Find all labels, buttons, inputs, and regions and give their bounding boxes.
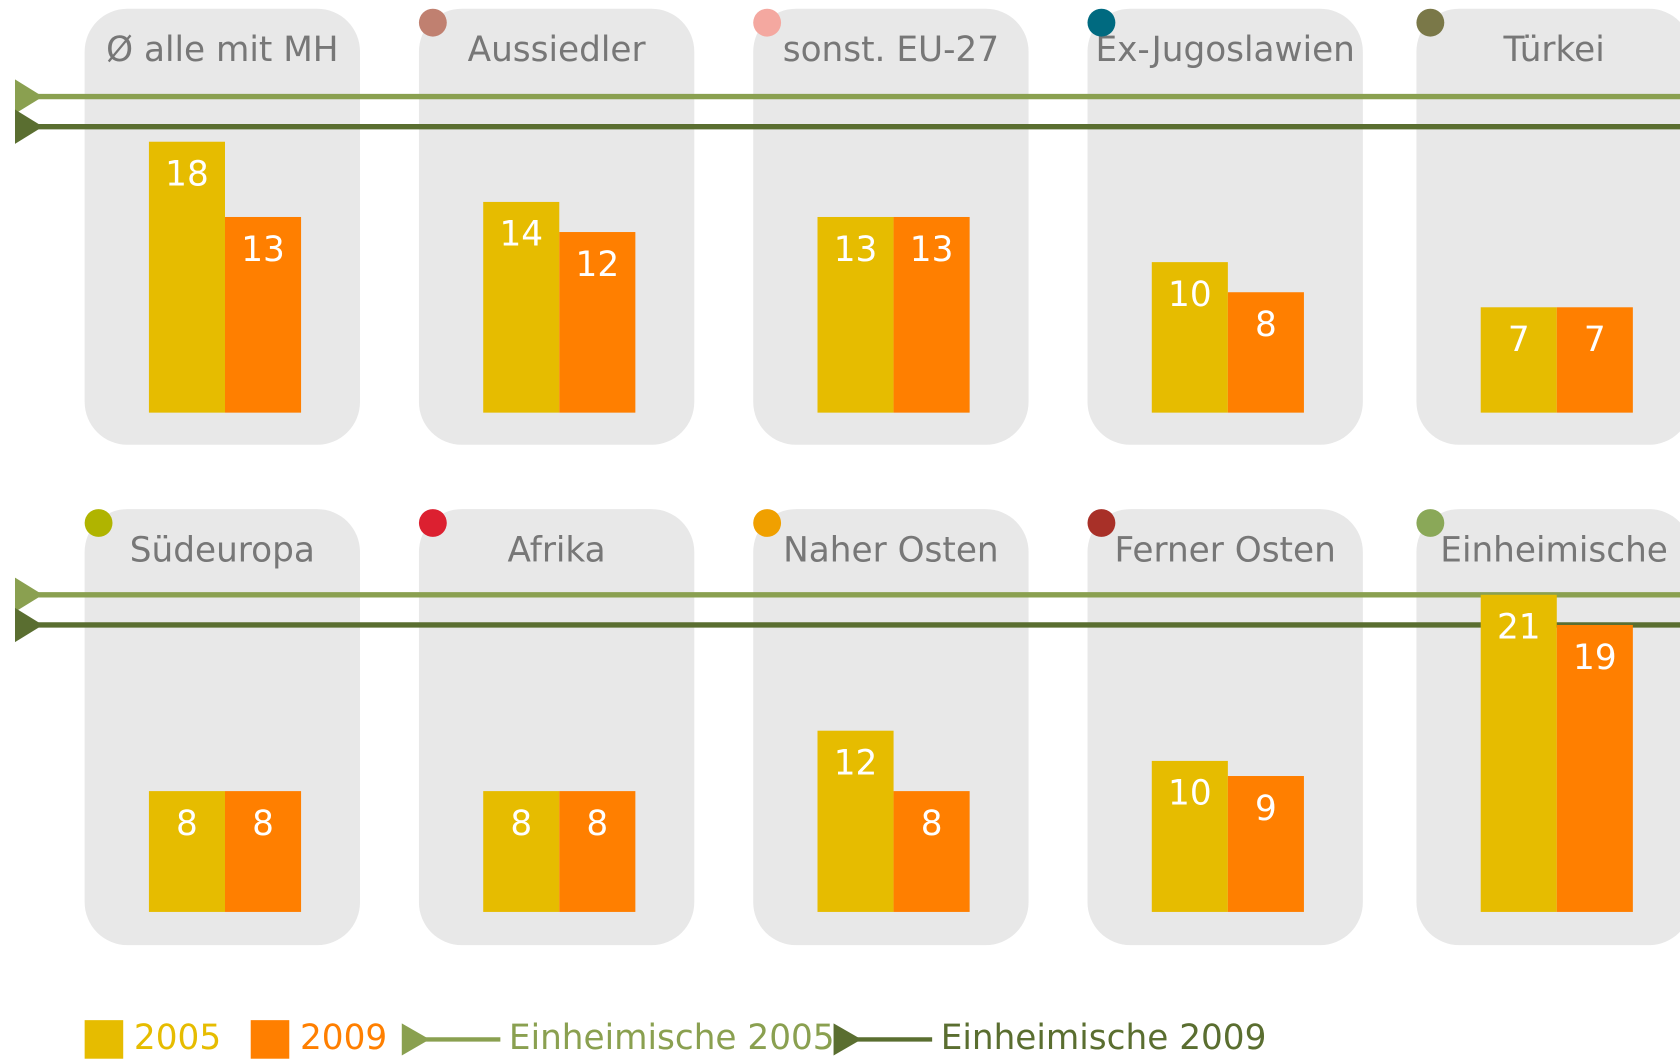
value-label: 13 bbox=[241, 230, 285, 270]
value-label: 7 bbox=[1508, 320, 1530, 360]
value-label: 12 bbox=[834, 743, 878, 783]
bar bbox=[483, 201, 560, 413]
panel-title: Afrika bbox=[508, 530, 606, 570]
value-label: 14 bbox=[499, 215, 543, 255]
panel-title: Ex-Jugoslawien bbox=[1095, 30, 1354, 70]
value-label: 12 bbox=[576, 245, 620, 285]
value-label: 13 bbox=[910, 230, 954, 270]
value-label: 8 bbox=[586, 804, 608, 844]
value-label: 8 bbox=[921, 804, 943, 844]
reference-arrow bbox=[15, 607, 43, 643]
value-label: 8 bbox=[252, 804, 274, 844]
category-marker bbox=[1087, 8, 1116, 37]
value-label: 10 bbox=[1168, 774, 1212, 814]
value-label: 13 bbox=[834, 230, 878, 270]
bar bbox=[1556, 307, 1633, 413]
bar bbox=[893, 216, 970, 413]
legend-label: Einheimische 2009 bbox=[941, 1018, 1267, 1058]
value-label: 8 bbox=[510, 804, 532, 844]
bar bbox=[225, 791, 302, 912]
bar bbox=[1480, 594, 1557, 912]
bar bbox=[1151, 760, 1228, 912]
bar bbox=[148, 791, 225, 912]
value-label: 21 bbox=[1497, 608, 1541, 648]
panel-title: Ø alle mit MH bbox=[106, 30, 338, 70]
value-label: 7 bbox=[1584, 320, 1606, 360]
category-marker bbox=[84, 509, 113, 537]
bar bbox=[559, 232, 636, 413]
bar bbox=[893, 791, 970, 912]
legend-label: 2005 bbox=[134, 1018, 221, 1058]
bar bbox=[817, 216, 894, 413]
panel-title: sonst. EU-27 bbox=[783, 30, 999, 70]
category-marker bbox=[418, 509, 447, 537]
bar bbox=[1227, 776, 1304, 912]
panel-title: Naher Osten bbox=[783, 530, 998, 570]
value-label: 8 bbox=[1255, 305, 1277, 345]
bar bbox=[148, 141, 225, 413]
panel-title: Aussiedler bbox=[468, 30, 647, 70]
panel-title: Südeuropa bbox=[130, 530, 315, 570]
bar bbox=[225, 216, 302, 413]
category-marker bbox=[1416, 509, 1445, 537]
value-label: 9 bbox=[1255, 789, 1277, 829]
category-marker bbox=[1087, 509, 1116, 537]
panel-title: Ferner Osten bbox=[1115, 530, 1336, 570]
bar bbox=[1480, 307, 1557, 413]
category-marker bbox=[753, 8, 782, 37]
panel-title: Einheimische bbox=[1440, 530, 1668, 570]
bar bbox=[817, 730, 894, 912]
category-marker bbox=[753, 509, 782, 537]
bar bbox=[559, 791, 636, 912]
reference-arrow bbox=[15, 577, 43, 612]
legend-label: 2009 bbox=[300, 1018, 387, 1058]
category-marker bbox=[1416, 8, 1445, 37]
value-label: 19 bbox=[1573, 638, 1617, 678]
bar bbox=[1556, 624, 1633, 912]
legend-arrow bbox=[401, 1023, 430, 1056]
panel-title: Türkei bbox=[1502, 30, 1604, 70]
legend-swatch bbox=[250, 1020, 290, 1059]
reference-arrow bbox=[15, 109, 43, 144]
value-label: 18 bbox=[165, 155, 209, 195]
category-marker bbox=[418, 8, 447, 37]
value-label: 8 bbox=[176, 804, 198, 844]
value-label: 10 bbox=[1168, 275, 1212, 315]
bar bbox=[483, 791, 560, 912]
bar bbox=[1227, 292, 1304, 413]
bar bbox=[1151, 262, 1228, 413]
legend-arrow bbox=[833, 1023, 862, 1056]
legend-swatch bbox=[84, 1020, 124, 1059]
reference-arrow bbox=[15, 79, 43, 114]
legend-label: Einheimische 2005 bbox=[509, 1018, 835, 1058]
